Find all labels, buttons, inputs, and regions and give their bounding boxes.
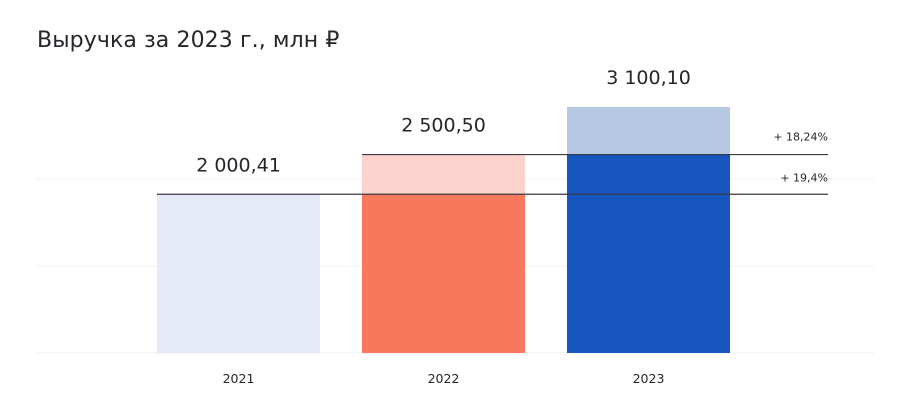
x-tick-label-2023: 2023 <box>633 371 665 386</box>
growth-label-2023: + 18,24% <box>773 131 828 144</box>
x-tick-label-2022: 2022 <box>428 371 460 386</box>
bar-2022 <box>362 194 525 353</box>
bars <box>157 107 730 353</box>
growth-label-2022: + 19,4% <box>780 171 828 184</box>
data-label-2021: 2 000,41 <box>196 154 281 176</box>
data-label-2023: 3 100,10 <box>606 67 691 89</box>
chart-title: Выручка за 2023 г., млн ₽ <box>37 28 340 53</box>
reference-lines <box>157 153 828 195</box>
bar-2023 <box>567 154 730 353</box>
bar-2022-increment <box>362 154 525 195</box>
x-tick-label-2021: 2021 <box>223 371 255 386</box>
bar-2023-increment <box>567 107 730 155</box>
bar-2021 <box>157 194 320 353</box>
data-label-2022: 2 500,50 <box>401 115 486 137</box>
labels: 2 000,41 2 500,50 3 100,10 2021 2022 2023 + 19… <box>196 67 828 386</box>
